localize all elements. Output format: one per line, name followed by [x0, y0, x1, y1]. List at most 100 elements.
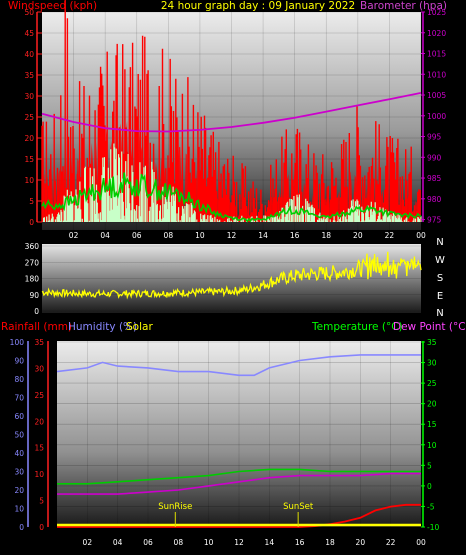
rainfall-tick-label: 70 — [14, 394, 24, 403]
humidity-line — [56, 354, 421, 377]
wind-x-tick-label: 06 — [132, 231, 142, 240]
temperature-panel — [57, 341, 421, 527]
temperature-tick-label: 10 — [427, 441, 437, 450]
solar-axis-title: Solar — [126, 321, 153, 333]
barometer-tick-label: 1020 — [427, 29, 446, 38]
temperature-tick-label: -5 — [427, 502, 435, 511]
average-wind-line — [41, 172, 422, 223]
rainfall-tick-label: 80 — [14, 375, 24, 384]
dewpoint-line — [57, 472, 421, 495]
windspeed-axis-title: Windspeed (kph) — [8, 0, 97, 12]
rainfall-axis-title: Rainfall (mm) — [1, 321, 72, 333]
direction-tick-label: 270 — [25, 258, 40, 267]
barometer-tick-label: 1015 — [427, 50, 446, 59]
temperature-tick-label: 20 — [427, 400, 437, 409]
sunset-label: SunSet — [283, 502, 314, 512]
wind-x-tick-label: 08 — [164, 231, 174, 240]
temperature-x-tick-label: 02 — [83, 538, 93, 547]
wind-x-tick-label: 00 — [416, 231, 426, 240]
compass-label: E — [437, 291, 443, 302]
windspeed-tick-label: 15 — [24, 155, 34, 164]
rainfall-tick-label: 90 — [14, 357, 24, 366]
temperature-tick-label: 30 — [427, 359, 437, 368]
graph-title: 24 hour graph day : 09 January 2022 — [161, 0, 355, 12]
wind-x-tick-label: 04 — [100, 231, 110, 240]
compass-label: W — [435, 255, 445, 266]
rainfall-tick-label: 100 — [10, 338, 25, 347]
compass-label: N — [436, 308, 443, 319]
temperature-tick-label: 25 — [427, 379, 437, 388]
wind-x-tick-label: 14 — [258, 231, 268, 240]
windspeed-tick-label: 40 — [24, 50, 34, 59]
rainfall-line — [57, 503, 421, 528]
wind-x-tick-label: 18 — [321, 231, 331, 240]
windspeed-tick-label: 20 — [24, 134, 34, 143]
wind-panel-axes: 0510152025303540455097598098599099510001… — [24, 8, 446, 240]
temperature-x-tick-label: 04 — [113, 538, 123, 547]
wind-x-tick-label: 02 — [69, 231, 79, 240]
wind-x-tick-label: 10 — [195, 231, 205, 240]
barometer-tick-label: 995 — [427, 133, 442, 142]
temperature-x-tick-label: 14 — [265, 538, 275, 547]
windspeed-tick-label: 50 — [24, 8, 34, 17]
direction-line — [41, 251, 422, 300]
temperature-x-tick-label: 16 — [295, 538, 305, 547]
humidity-tick-label: 25 — [34, 391, 44, 400]
temperature-line — [57, 468, 421, 485]
barometer-tick-label: 980 — [427, 195, 442, 204]
humidity-tick-label: 30 — [34, 364, 44, 373]
temperature-tick-label: 5 — [427, 461, 432, 470]
humidity-tick-label: 35 — [34, 338, 44, 347]
rainfall-tick-label: 50 — [14, 431, 24, 440]
rainfall-tick-label: 40 — [14, 449, 24, 458]
dewpoint-axis-title: Dew Point (°C) — [393, 321, 466, 333]
temperature-panel-axes: -10-505101520253035010203040506070809010… — [10, 338, 440, 547]
temperature-x-tick-label: 08 — [174, 538, 184, 547]
windspeed-tick-label: 30 — [24, 92, 34, 101]
direction-panel — [42, 244, 421, 313]
humidity-tick-label: 20 — [34, 417, 44, 426]
windspeed-tick-label: 25 — [24, 113, 34, 122]
direction-tick-label: 90 — [29, 291, 39, 300]
windspeed-tick-label: 0 — [29, 218, 34, 227]
sunrise-label: SunRise — [158, 502, 192, 512]
windspeed-tick-label: 5 — [29, 197, 34, 206]
temperature-x-tick-label: 06 — [143, 538, 153, 547]
temperature-tick-label: -10 — [427, 523, 439, 532]
direction-tick-label: 360 — [25, 242, 40, 251]
direction-panel-series — [41, 251, 422, 300]
humidity-tick-label: 0 — [39, 523, 44, 532]
barometer-tick-label: 1010 — [427, 70, 446, 79]
barometer-tick-label: 1005 — [427, 91, 446, 100]
temperature-x-tick-label: 20 — [356, 538, 366, 547]
wind-x-tick-label: 16 — [290, 231, 300, 240]
temperature-x-tick-label: 00 — [416, 538, 426, 547]
wind-panel-series — [41, 0, 422, 223]
temperature-tick-label: 35 — [427, 338, 437, 347]
wind-x-tick-label: 22 — [385, 231, 395, 240]
windspeed-tick-label: 10 — [24, 176, 34, 185]
rainfall-tick-label: 20 — [14, 486, 24, 495]
wind-x-tick-label: 20 — [353, 231, 363, 240]
barometer-axis-title: Barometer (hpa) — [360, 0, 447, 12]
humidity-tick-label: 15 — [34, 444, 44, 453]
temperature-x-tick-label: 10 — [204, 538, 214, 547]
barometer-tick-label: 990 — [427, 153, 442, 162]
rainfall-tick-label: 30 — [14, 468, 24, 477]
windspeed-tick-label: 35 — [24, 71, 34, 80]
temperature-axis-title: Temperature (°C) — [311, 321, 403, 333]
rainfall-tick-label: 0 — [19, 523, 24, 532]
temperature-x-tick-label: 22 — [386, 538, 396, 547]
temperature-tick-label: 0 — [427, 482, 432, 491]
temperature-panel-series: SunRise SunSet — [56, 354, 421, 528]
temperature-x-tick-label: 18 — [325, 538, 335, 547]
rainfall-tick-label: 60 — [14, 412, 24, 421]
temperature-x-tick-label: 12 — [234, 538, 244, 547]
windspeed-tick-label: 45 — [24, 29, 34, 38]
direction-tick-label: 180 — [25, 275, 40, 284]
barometer-tick-label: 1000 — [427, 112, 446, 121]
rainfall-tick-label: 10 — [14, 505, 24, 514]
humidity-tick-label: 5 — [39, 497, 44, 506]
